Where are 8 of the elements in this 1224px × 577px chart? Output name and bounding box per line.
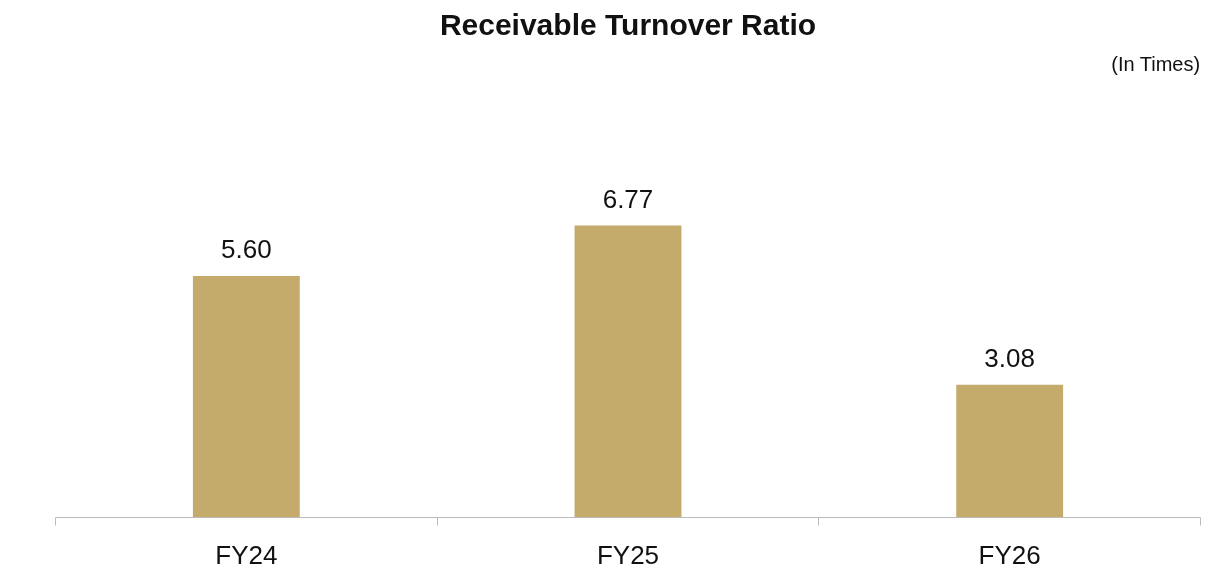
x-tick-label: FY26 <box>978 539 1041 570</box>
x-tick-label: FY24 <box>215 539 278 570</box>
text: (In Times) <box>1111 52 1201 75</box>
data-label: 6.77 <box>602 183 654 214</box>
x-tick-label: FY25 <box>596 539 660 570</box>
data-label: 3.08 <box>984 342 1035 373</box>
data-label: 5.60 <box>221 233 272 264</box>
chart-title: Receivable Turnover Ratio <box>439 7 817 41</box>
